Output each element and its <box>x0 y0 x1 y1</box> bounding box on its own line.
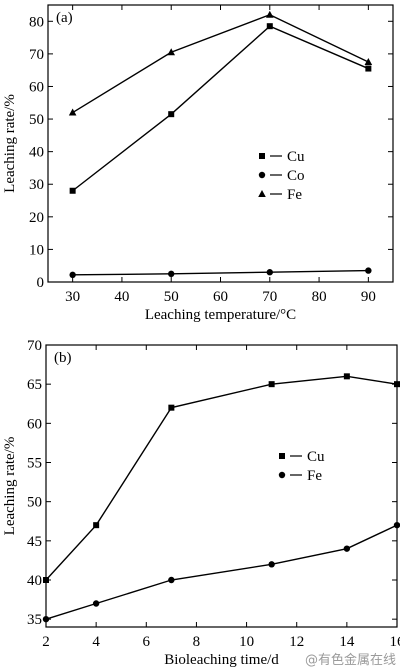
legend-label-fe: Fe <box>287 187 302 203</box>
series-line-co <box>72 269 369 276</box>
data-point-fe <box>268 561 275 568</box>
data-point-co <box>69 271 76 279</box>
x-tick-label: 14 <box>339 634 355 650</box>
data-point-cu <box>93 522 100 529</box>
y-axis-label: Leaching rate/% <box>2 94 18 193</box>
data-point-fe <box>68 108 77 116</box>
x-tick-label: 60 <box>213 289 228 305</box>
x-tick-label: 50 <box>164 289 179 305</box>
y-tick-label: 70 <box>27 338 42 354</box>
y-tick-label: 30 <box>29 177 44 193</box>
series-line-cu <box>72 25 369 192</box>
x-tick-label: 12 <box>289 634 304 650</box>
legend-marker-cu <box>259 153 265 159</box>
x-tick-label: 2 <box>42 634 50 650</box>
data-point-fe <box>364 58 373 66</box>
data-point-cu <box>343 373 350 380</box>
x-axis-label: Bioleaching time/d <box>164 652 279 668</box>
y-axis-label: Leaching rate/% <box>2 437 18 536</box>
data-point-cu <box>365 65 372 72</box>
data-point-cu <box>168 111 175 118</box>
x-axis-label: Leaching temperature/°C <box>145 307 296 323</box>
panel-label: (b) <box>54 350 72 366</box>
y-tick-label: 60 <box>27 416 42 432</box>
x-tick-label: 40 <box>114 289 129 305</box>
legend-label-cu: Cu <box>307 449 325 465</box>
x-tick-label: 30 <box>65 289 80 305</box>
data-point-cu <box>69 187 76 194</box>
data-point-co <box>168 270 175 278</box>
x-tick-label: 8 <box>193 634 201 650</box>
legend-label-cu: Cu <box>287 149 305 165</box>
data-point-fe <box>393 521 400 529</box>
data-point-cu <box>394 381 400 388</box>
data-point-cu <box>268 381 275 388</box>
x-tick-label: 90 <box>361 289 376 305</box>
y-tick-label: 10 <box>29 242 44 258</box>
y-tick-label: 55 <box>27 456 42 472</box>
plot-frame <box>45 344 398 628</box>
y-tick-label: 50 <box>29 112 44 128</box>
x-tick-label: 80 <box>312 289 327 305</box>
series-line-cu <box>45 375 398 581</box>
series-line-fe <box>72 14 369 114</box>
y-tick-label: 65 <box>27 377 42 393</box>
y-tick-label: 40 <box>29 145 44 161</box>
data-point-fe <box>265 10 274 18</box>
watermark-text: @有色金属在线 <box>305 652 396 668</box>
data-point-co <box>365 267 372 274</box>
legend-label-fe: Fe <box>307 468 322 484</box>
x-tick-label: 16 <box>390 634 400 650</box>
y-tick-label: 45 <box>27 534 42 550</box>
x-tick-label: 70 <box>262 289 277 305</box>
legend-label-co: Co <box>287 168 305 184</box>
x-tick-label: 6 <box>143 634 151 650</box>
y-tick-label: 0 <box>37 275 45 291</box>
data-point-cu <box>43 577 49 583</box>
data-point-fe <box>42 615 50 623</box>
y-tick-label: 35 <box>27 612 42 628</box>
data-point-fe <box>167 48 176 56</box>
data-point-cu <box>266 23 273 30</box>
y-tick-label: 60 <box>29 79 44 95</box>
x-tick-label: 10 <box>239 634 254 650</box>
data-point-co <box>266 269 273 276</box>
y-tick-label: 20 <box>29 210 44 226</box>
chart-panel-a: 30 40 50 60 70 80 90 0 10 20 30 40 50 60 70 80 (a) Leachi… <box>2 4 394 323</box>
legend-marker-cu <box>279 453 285 459</box>
y-tick-label: 40 <box>27 573 42 589</box>
legend-marker-co <box>258 171 266 179</box>
series-line-fe <box>45 524 398 620</box>
data-point-cu <box>168 404 175 411</box>
y-tick-label: 50 <box>27 495 42 511</box>
data-point-fe <box>92 600 100 607</box>
data-point-fe <box>343 545 351 552</box>
legend-marker-fe <box>278 471 286 479</box>
legend-marker-fe <box>258 190 266 197</box>
data-point-fe <box>168 576 175 584</box>
panel-label: (a) <box>56 10 73 26</box>
x-tick-label: 4 <box>92 634 100 650</box>
y-tick-label: 70 <box>29 47 44 63</box>
y-tick-label: 80 <box>29 14 44 30</box>
chart-panel-b: 2 4 6 8 10 12 14 16 35 40 45 50 55 60 65 70 (b) Bioleachi… <box>2 338 400 668</box>
plot-frame <box>47 4 394 283</box>
